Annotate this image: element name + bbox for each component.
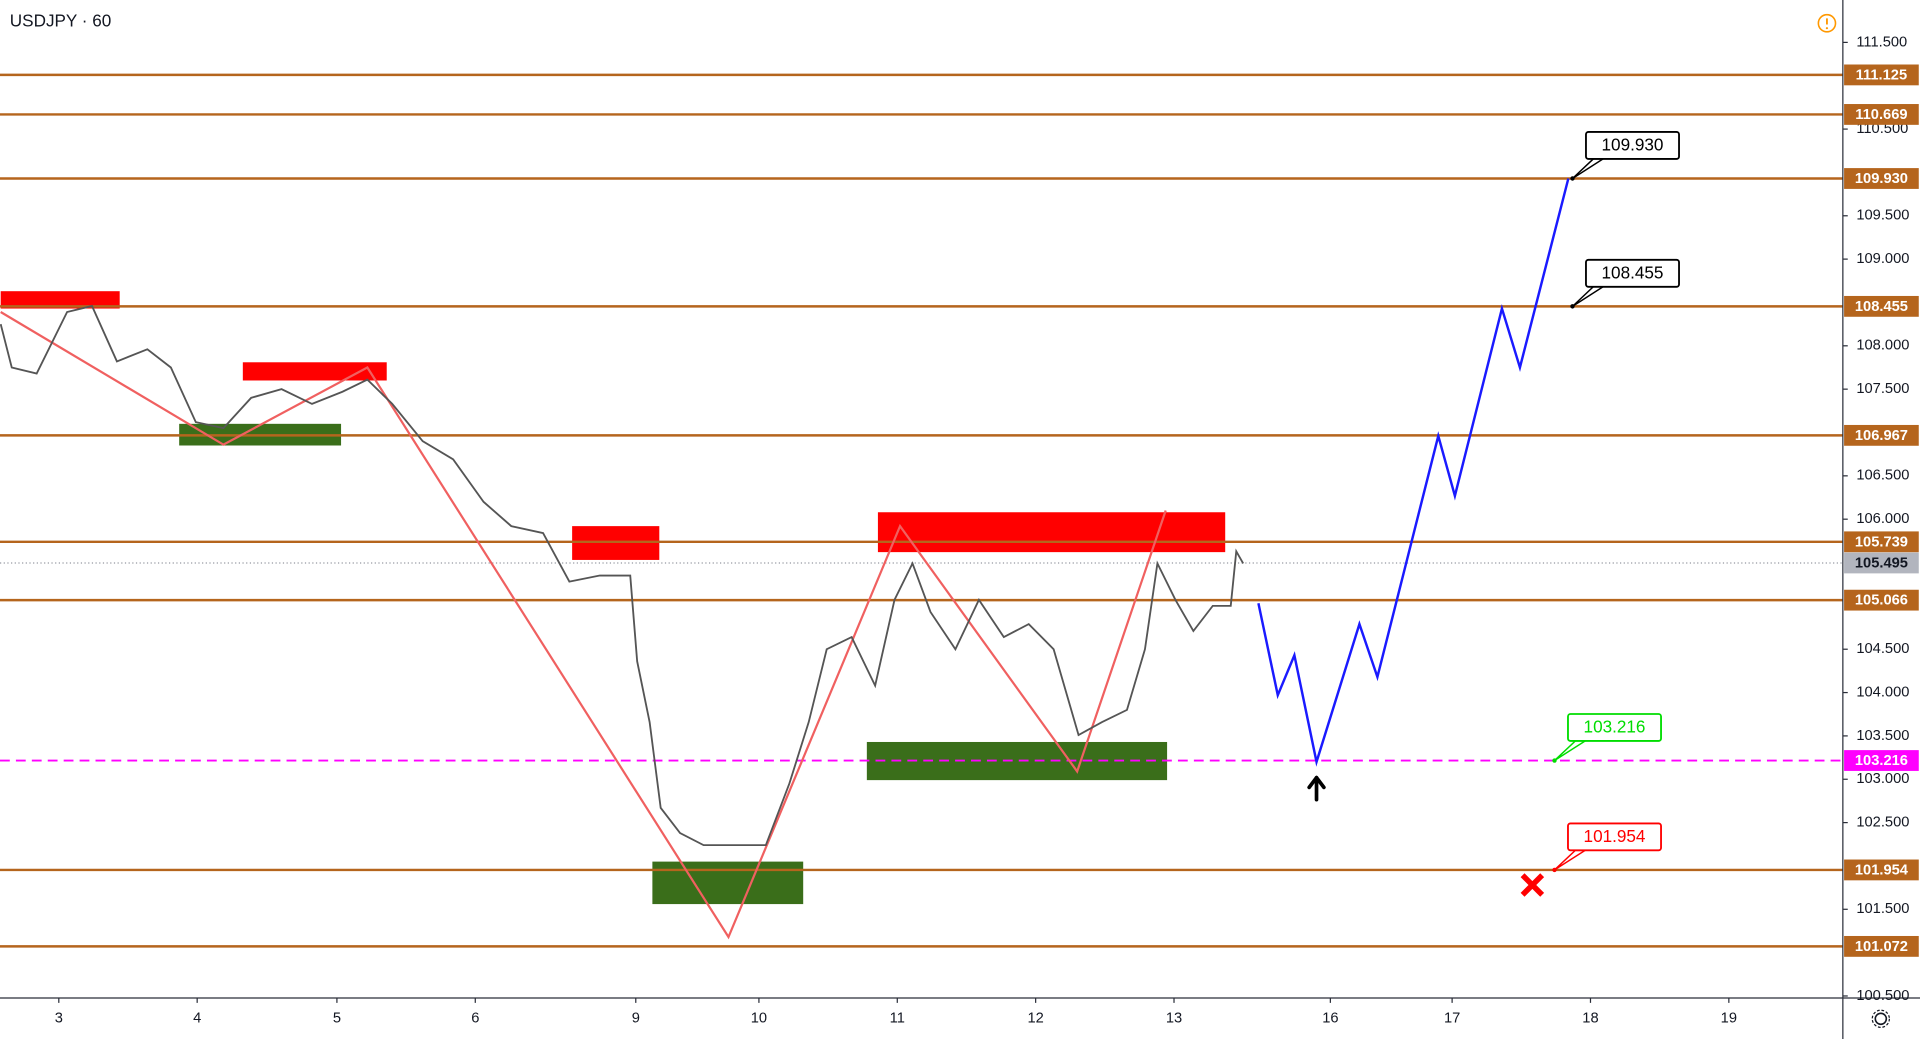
x-tick-label: 13: [1166, 1011, 1182, 1027]
callout-anchor: [1552, 758, 1557, 763]
y-tick-label: 109.500: [1856, 208, 1909, 224]
level-label-bg: [1844, 552, 1919, 574]
x-tick-label: 12: [1027, 1011, 1043, 1027]
level-label: 101.954: [1855, 862, 1909, 878]
zone: [0, 291, 120, 309]
y-tick-label: 101.500: [1856, 901, 1909, 917]
y-tick-label: 110.500: [1856, 121, 1908, 137]
axes: 111.500 110.500 109.500 109.000 108.000 107.5…: [55, 34, 1919, 1027]
level-label: 101.072: [1855, 939, 1908, 955]
settings-icon[interactable]: [1871, 1009, 1890, 1028]
level-label: 111.125: [1856, 67, 1907, 83]
callout-anchor: [1570, 176, 1575, 181]
callout-label: 101.954: [1584, 826, 1646, 846]
y-tick-label: 108.000: [1856, 338, 1909, 354]
price-line: [0, 304, 1244, 847]
y-tick-label: 106.500: [1856, 468, 1909, 484]
level-label: 105.066: [1855, 593, 1908, 609]
callout-label: 108.455: [1602, 262, 1664, 282]
x-tick-label: 18: [1582, 1011, 1598, 1027]
x-tick-label: 9: [632, 1011, 640, 1027]
y-tick-label: 107.500: [1856, 381, 1909, 397]
callout-box: [1567, 713, 1662, 742]
projection-line: [1257, 178, 1570, 767]
x-tick-label: 6: [471, 1011, 479, 1027]
y-tick-label: 100.500: [1856, 988, 1909, 1004]
level-label: 105.739: [1855, 534, 1908, 550]
stop-marker: [1520, 873, 1545, 897]
level-label-bg: [1844, 935, 1919, 957]
level-label: 106.967: [1855, 428, 1908, 444]
x-tick-label: 3: [55, 1011, 63, 1027]
level-label-bg: [1844, 168, 1919, 189]
zone: [877, 512, 1226, 553]
level-label-bg: [1844, 295, 1919, 317]
callout-anchor: [1570, 304, 1575, 309]
callout-anchor: [1552, 867, 1557, 873]
zone: [652, 861, 804, 905]
callout-box: [1585, 258, 1680, 288]
time-axis-bg: [0, 997, 1920, 1039]
level-label: 110.669: [1855, 107, 1907, 123]
y-tick-label: 103.500: [1856, 728, 1909, 744]
plot-area: 109.930 108.455 103.216 101.954: [0, 73, 1843, 948]
x-tick-label: 19: [1721, 1011, 1737, 1027]
x-tick-label: 11: [890, 1011, 905, 1027]
callout-label: 109.930: [1602, 135, 1664, 155]
level-label-bg: [1844, 531, 1919, 553]
level-label: 109.930: [1855, 171, 1908, 187]
y-tick-label: 103.000: [1856, 771, 1909, 787]
y-tick-label: 104.500: [1856, 641, 1909, 657]
zigzag-line: [0, 311, 1167, 940]
x-tick-label: 10: [751, 1011, 767, 1027]
level-label: 108.455: [1855, 299, 1908, 315]
y-tick-label: 102.500: [1856, 814, 1909, 830]
level-label-bg: [1844, 64, 1919, 86]
y-tick-label: 109.000: [1856, 251, 1909, 267]
x-tick-label: 4: [193, 1011, 201, 1027]
y-tick-label: 106.000: [1856, 511, 1909, 527]
level-label-bg: [1844, 424, 1919, 446]
level-label-bg: [1844, 859, 1919, 881]
x-tick-label: 5: [333, 1011, 341, 1027]
y-tick-label: 104.000: [1856, 684, 1909, 700]
callout-box: [1567, 822, 1662, 852]
level-label: 105.495: [1855, 555, 1908, 571]
level-label-bg: [1844, 104, 1919, 125]
level-label-bg: [1844, 589, 1919, 611]
x-tick-label: 17: [1444, 1011, 1460, 1027]
callout-box: [1585, 131, 1680, 160]
y-tick-label: 111.500: [1856, 34, 1907, 50]
chart-title: USDJPY · 60: [10, 11, 112, 31]
level-label-bg: [1844, 750, 1919, 771]
warning-icon[interactable]: [1817, 13, 1837, 33]
x-tick-label: 16: [1322, 1011, 1338, 1027]
zone: [242, 362, 387, 381]
callout-label: 103.216: [1584, 717, 1646, 737]
entry-arrow: [1307, 775, 1326, 802]
level-label: 103.216: [1855, 753, 1908, 769]
